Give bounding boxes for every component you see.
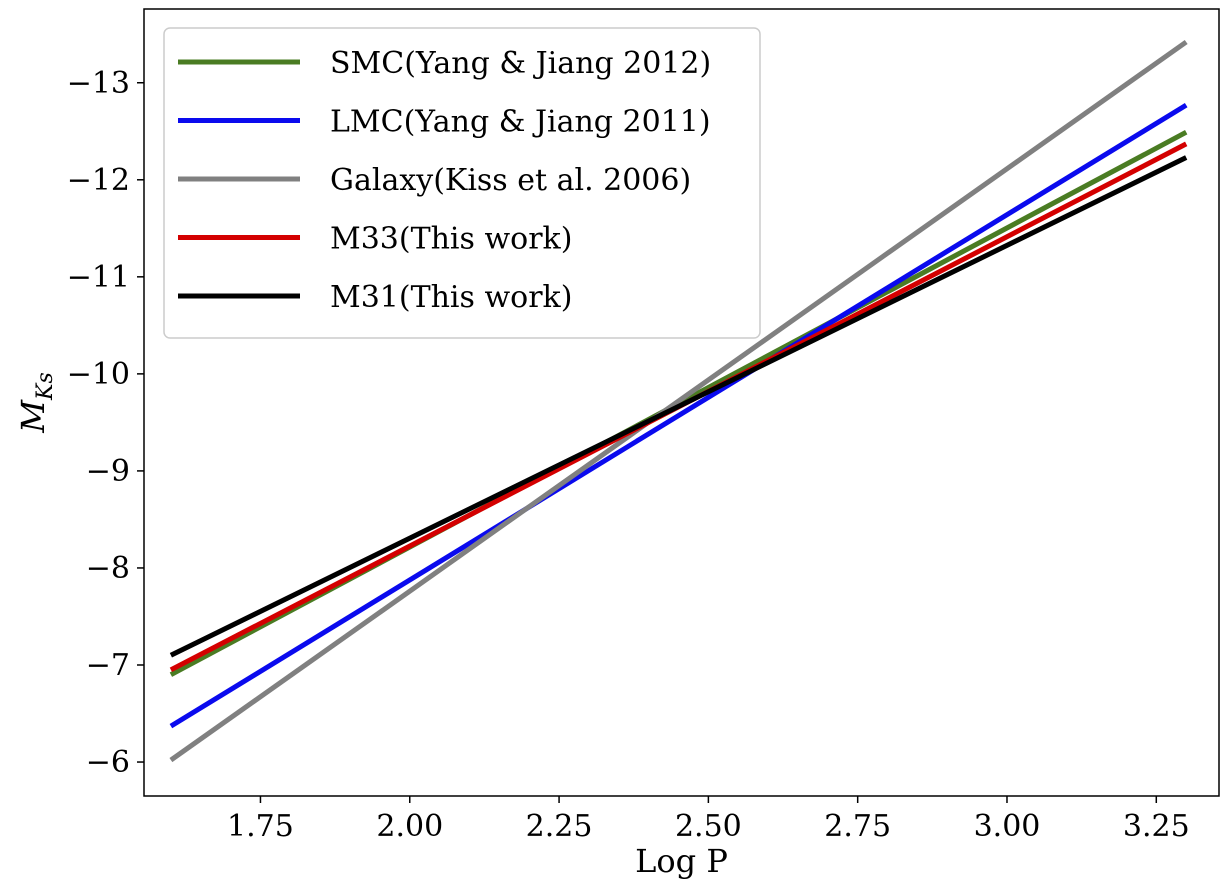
x-tick-label: 3.25 <box>1123 809 1190 844</box>
legend-label-1: LMC(Yang & Jiang 2011) <box>330 105 711 140</box>
x-tick-label: 3.00 <box>974 809 1041 844</box>
y-tick-label: −12 <box>67 163 130 198</box>
y-tick-label: −13 <box>67 66 130 101</box>
y-axis: −6 −7 −8 −9 −10 −11 −12 −13 <box>67 66 144 780</box>
y-axis-label-main: M <box>14 399 52 434</box>
legend-label-3: M33(This work) <box>330 222 572 257</box>
x-tick-label: 2.00 <box>376 809 443 844</box>
y-tick-label: −9 <box>86 454 130 489</box>
series-lines <box>169 39 1188 763</box>
legend-label-2: Galaxy(Kiss et al. 2006) <box>330 163 691 198</box>
x-axis: 1.75 2.00 2.25 2.50 2.75 3.00 3.25 <box>227 796 1190 844</box>
y-tick-label: −11 <box>67 260 130 295</box>
plot-frame <box>143 8 1220 797</box>
x-tick-label: 2.75 <box>824 809 891 844</box>
y-tick-label: −7 <box>86 648 130 683</box>
y-tick-label: −10 <box>67 357 130 392</box>
x-tick-label: 1.75 <box>227 809 294 844</box>
series-line-1 <box>169 102 1188 729</box>
y-tick-label: −6 <box>86 745 130 780</box>
legend: SMC(Yang & Jiang 2012) LMC(Yang & Jiang 2… <box>163 27 761 339</box>
x-tick-label: 2.25 <box>526 809 593 844</box>
legend-box <box>163 27 761 339</box>
x-axis-label: Log P <box>635 842 728 880</box>
x-tick-label: 2.50 <box>675 809 742 844</box>
y-axis-label-subscript: Ks <box>33 372 58 401</box>
legend-label-4: M31(This work) <box>330 280 572 315</box>
legend-label-0: SMC(Yang & Jiang 2012) <box>330 46 711 81</box>
y-axis-label: MKs <box>14 372 58 434</box>
series-line-4 <box>169 155 1188 658</box>
series-line-2 <box>169 39 1188 763</box>
y-tick-label: −8 <box>86 551 130 586</box>
